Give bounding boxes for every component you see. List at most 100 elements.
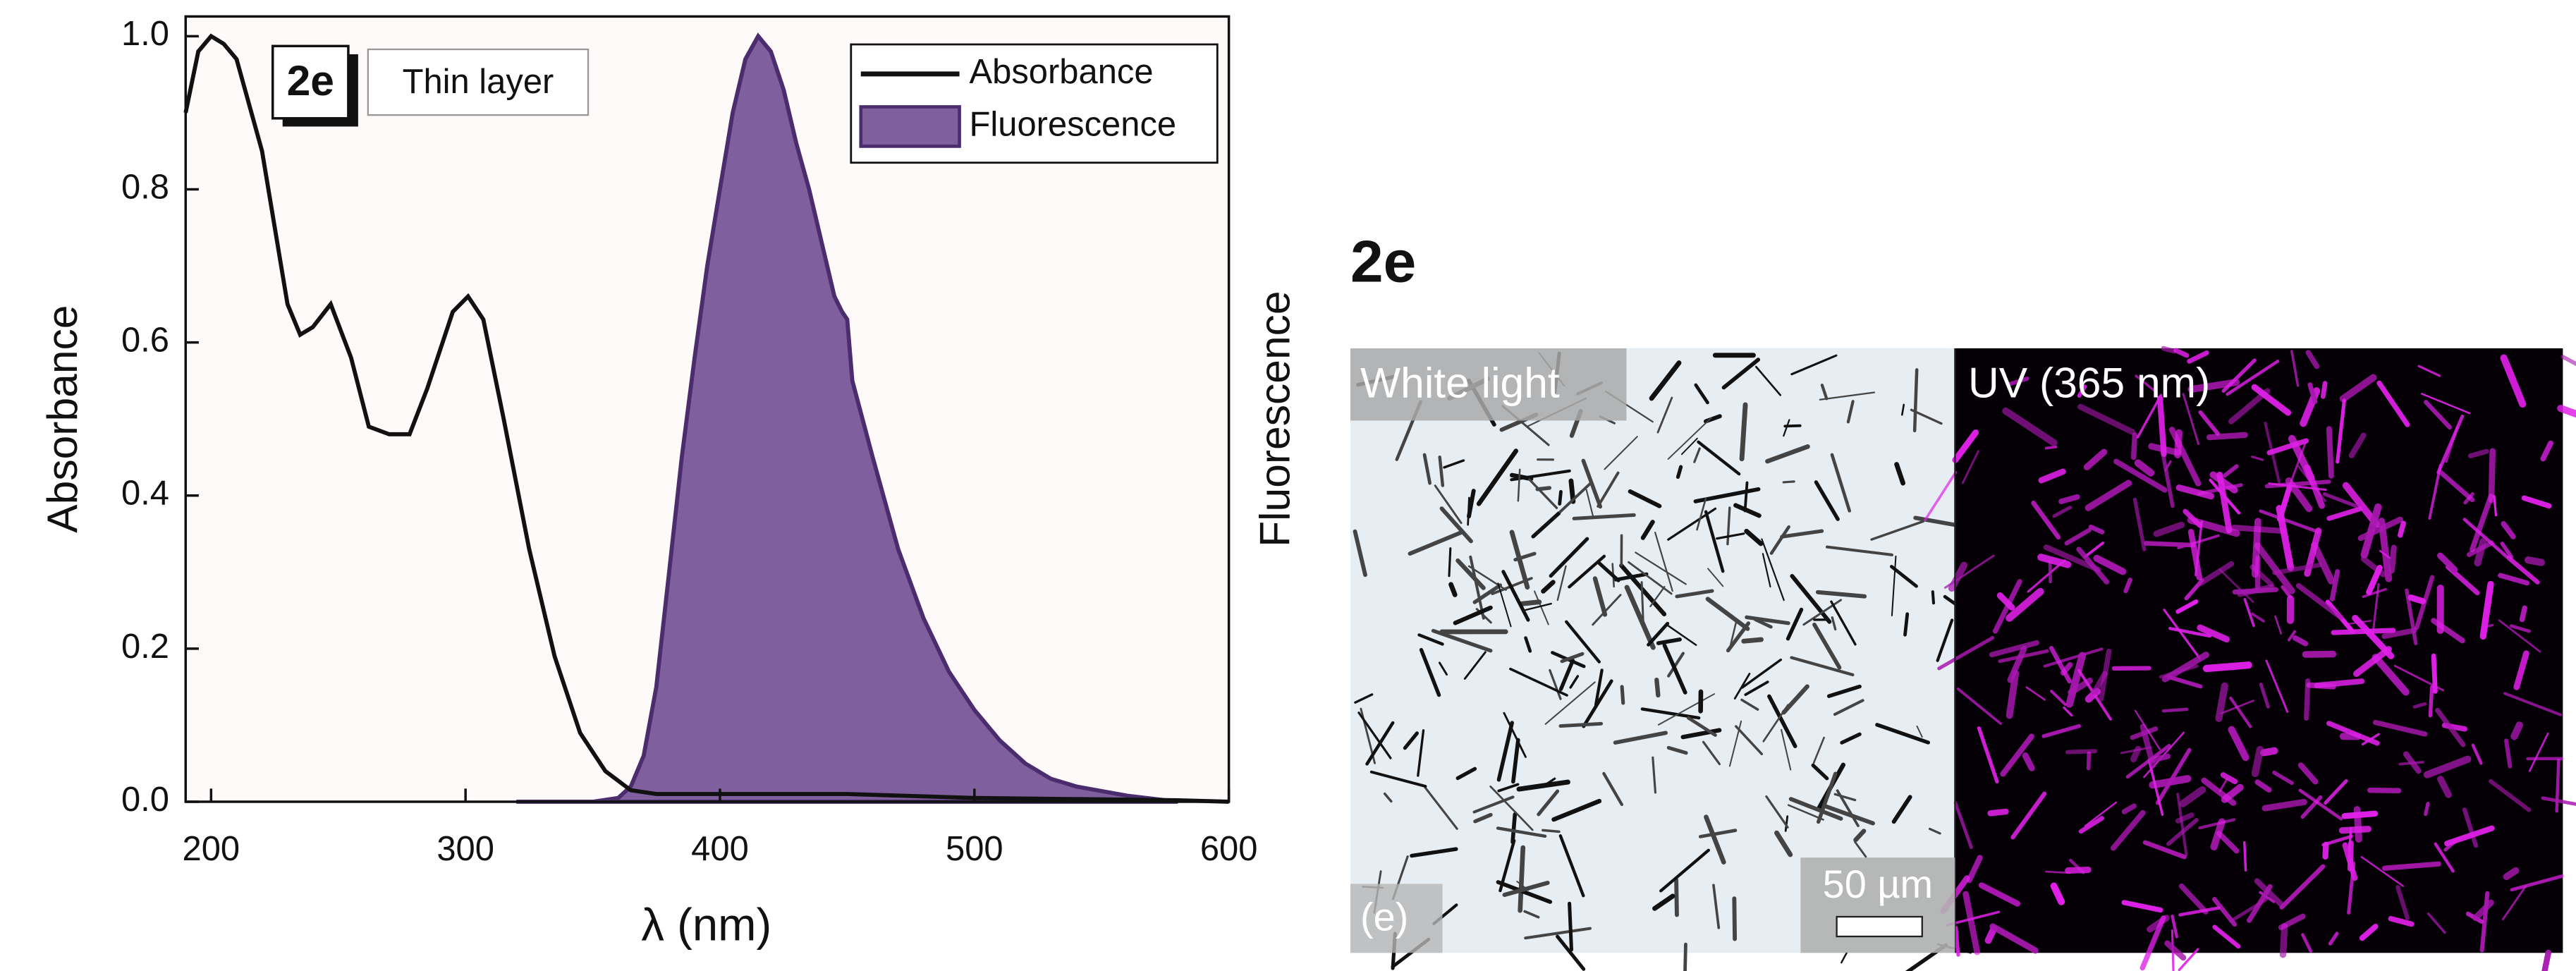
fluorescent-crystal bbox=[2218, 778, 2228, 793]
crystal bbox=[1721, 358, 1761, 390]
crystal bbox=[1652, 893, 1675, 911]
fluorescent-crystal bbox=[1978, 882, 2021, 907]
crystal bbox=[1467, 489, 1476, 519]
crystal bbox=[1408, 530, 1463, 556]
crystal bbox=[1365, 721, 1395, 766]
y-tick-label: 0.4 bbox=[121, 475, 169, 513]
fluorescent-crystal bbox=[2247, 884, 2273, 923]
fluorescent-crystal bbox=[2501, 520, 2516, 539]
fluorescent-crystal bbox=[2010, 791, 2047, 840]
fluorescent-crystal bbox=[2251, 518, 2261, 578]
fluorescent-crystal bbox=[2293, 635, 2309, 647]
fluorescent-crystal bbox=[2415, 575, 2435, 630]
fluorescent-crystal bbox=[2297, 762, 2319, 785]
x-tick-label: 400 bbox=[691, 830, 749, 868]
image-background bbox=[1350, 348, 1955, 953]
fluorescent-crystal bbox=[2130, 432, 2138, 460]
crystal bbox=[1744, 528, 1764, 546]
fluorescent-crystal bbox=[2077, 403, 2135, 435]
fluorescent-crystal bbox=[2324, 778, 2348, 805]
fluorescent-crystal bbox=[2065, 749, 2098, 755]
fluorescent-crystal bbox=[2506, 556, 2540, 585]
fluorescent-crystal bbox=[2463, 491, 2474, 505]
annotation: Thin layer bbox=[403, 63, 554, 101]
crystal bbox=[1649, 586, 1666, 608]
fluorescent-crystal bbox=[2178, 906, 2221, 917]
crystal bbox=[1649, 360, 1682, 401]
fluorescent-crystal bbox=[2528, 732, 2549, 772]
crystal bbox=[1510, 469, 1571, 482]
crystal bbox=[1565, 620, 1601, 664]
fluorescent-crystal bbox=[2209, 471, 2238, 494]
fluorescent-crystal bbox=[2156, 395, 2167, 458]
crystal bbox=[1704, 814, 1726, 865]
crystal bbox=[1891, 795, 1912, 824]
fluorescent-crystal bbox=[2243, 841, 2247, 872]
crystal bbox=[1812, 622, 1842, 670]
crystal bbox=[1620, 685, 1625, 705]
fluorescent-crystal bbox=[2437, 776, 2452, 798]
fluorescent-crystal bbox=[1966, 855, 1983, 884]
crystal bbox=[1455, 767, 1477, 781]
fluorescent-crystal bbox=[2474, 537, 2487, 567]
crystal bbox=[1674, 877, 1679, 917]
fluorescent-crystal bbox=[1989, 640, 2039, 658]
fluorescent-crystal bbox=[2510, 721, 2523, 740]
fluorescent-crystal bbox=[2398, 761, 2424, 766]
fluorescent-crystal bbox=[2504, 738, 2513, 769]
fluorescent-crystal bbox=[2469, 494, 2494, 553]
fluorescent-crystal bbox=[2509, 624, 2531, 633]
fluorescent-crystal bbox=[2336, 398, 2346, 464]
x-axis-label: λ (nm) bbox=[641, 899, 771, 951]
crystal bbox=[1735, 725, 1764, 756]
fluorescent-crystal bbox=[2002, 407, 2058, 446]
fluorescent-crystal bbox=[2259, 891, 2276, 903]
fluorescent-crystal bbox=[2049, 645, 2072, 684]
crystal bbox=[1870, 520, 1924, 541]
fluorescent-crystal bbox=[2360, 503, 2382, 558]
crystal bbox=[1640, 520, 1655, 540]
crystal bbox=[1524, 927, 1592, 940]
fluorescent-crystal bbox=[2065, 867, 2092, 874]
fluorescent-crystal bbox=[2338, 826, 2371, 834]
scale-bar-label: 50 µm bbox=[1823, 862, 1934, 906]
fluorescent-crystal bbox=[2462, 518, 2509, 559]
crystal bbox=[1417, 729, 1425, 777]
fluorescent-crystal bbox=[2077, 384, 2087, 398]
fluorescent-crystal bbox=[2281, 585, 2293, 599]
fluorescent-crystal bbox=[2251, 384, 2292, 416]
crystal bbox=[1517, 468, 1521, 502]
crystal bbox=[1811, 763, 1829, 781]
crystal bbox=[1496, 826, 1547, 838]
fluorescent-crystal bbox=[2417, 365, 2441, 377]
crystal bbox=[1894, 462, 1906, 486]
fluorescent-crystal bbox=[2367, 787, 2402, 793]
y2-axis-label: Fluorescence bbox=[1251, 291, 1299, 547]
fluorescent-crystal bbox=[2064, 527, 2092, 546]
fluorescent-crystal bbox=[2541, 949, 2551, 971]
fluorescent-crystal bbox=[2265, 659, 2289, 713]
crystal bbox=[1790, 573, 1832, 624]
fluorescent-crystal bbox=[2254, 779, 2272, 793]
crystal bbox=[1854, 841, 1867, 858]
absorbance-line bbox=[183, 33, 1229, 804]
fluorescent-crystal bbox=[2163, 609, 2202, 660]
fluorescent-crystal bbox=[2179, 786, 2206, 807]
fluorescent-crystal bbox=[2405, 588, 2418, 645]
fluorescent-crystal bbox=[2407, 594, 2427, 605]
fluorescent-crystal bbox=[2347, 840, 2354, 872]
crystal bbox=[1501, 570, 1530, 622]
crystal bbox=[1448, 582, 1458, 597]
fluorescent-crystal bbox=[2525, 556, 2545, 566]
fluorescent-crystal bbox=[2178, 883, 2209, 915]
crystal bbox=[1836, 789, 1860, 827]
fluorescent-crystal bbox=[2178, 948, 2199, 971]
crystal bbox=[1943, 594, 1957, 606]
crystal bbox=[1556, 934, 1586, 971]
fluorescent-crystal bbox=[2083, 542, 2105, 558]
fluorescent-crystal bbox=[2444, 825, 2495, 847]
fluorescent-crystal bbox=[2329, 569, 2340, 601]
fluorescent-crystal bbox=[2503, 692, 2563, 716]
crystal bbox=[1657, 693, 1716, 726]
fluorescent-crystal bbox=[2187, 350, 2209, 364]
